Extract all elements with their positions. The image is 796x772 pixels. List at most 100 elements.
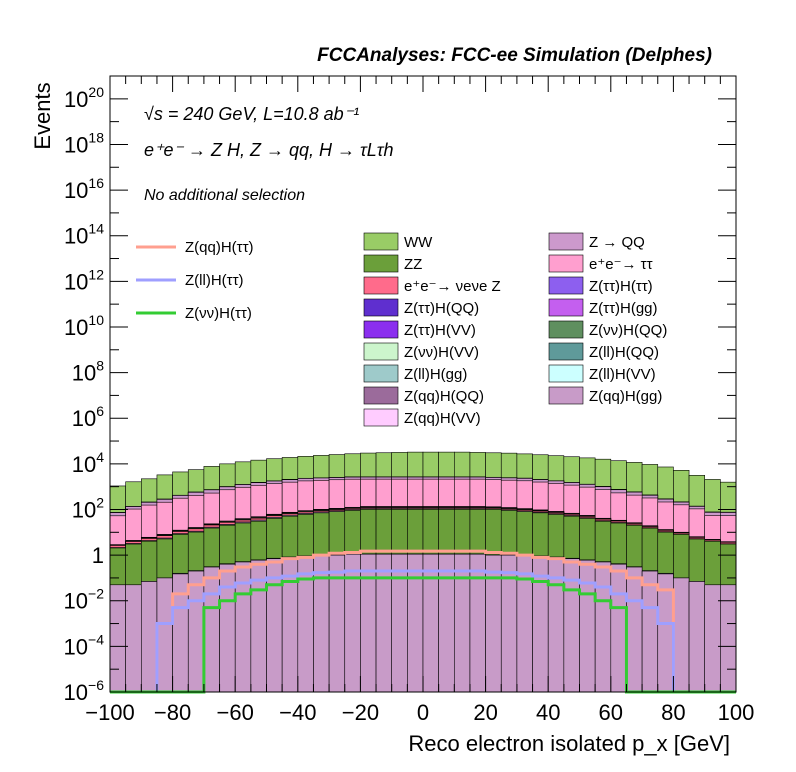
y-axis-title: Events [30, 82, 55, 149]
chart-header: FCCAnalyses: FCC-ee Simulation (Delphes) [317, 45, 712, 66]
legend-label: Z(ττ)H(ττ) [589, 278, 653, 295]
x-tick-label: 0 [417, 700, 429, 725]
bar [673, 577, 690, 693]
info-line-process: e⁺e⁻ → Z H, Z → qq, H → τLτh [144, 140, 394, 160]
bar [453, 553, 471, 693]
legend-swatch [548, 342, 584, 361]
legend-label: Z(νν)H(ττ) [185, 305, 252, 322]
legend-swatch [363, 320, 399, 339]
legend-swatch [363, 364, 399, 383]
signal-line-Z(qq)H(ττ) [110, 549, 736, 694]
legend-label: Z(ττ)H(QQ) [404, 300, 479, 317]
bar [187, 570, 205, 693]
legend-swatch [363, 386, 399, 405]
y-tick-label: 1010 [64, 312, 104, 340]
bar [297, 555, 314, 693]
legend-swatch [548, 386, 584, 405]
legend-swatch [548, 298, 584, 317]
legend-label: Z → QQ [589, 234, 645, 251]
y-tick-label: 108 [72, 358, 104, 386]
x-tick-label: 80 [661, 700, 685, 725]
y-tick-label: 1012 [64, 266, 104, 294]
legend-label: Z(ττ)H(gg) [589, 300, 658, 317]
signal-lines [110, 549, 736, 694]
legend-label: Z(νν)H(VV) [404, 344, 479, 361]
legend-label: WW [404, 234, 433, 251]
bar [610, 563, 627, 693]
legend-label: Z(qq)H(QQ) [404, 388, 484, 405]
legend-label: Z(qq)H(VV) [404, 410, 481, 427]
legend-label: Z(ll)H(QQ) [589, 344, 659, 361]
y-tick-label: 1014 [64, 221, 104, 249]
y-tick-label: 102 [72, 494, 104, 522]
bar [516, 554, 533, 693]
legend: Z(qq)H(ττ) Z(ll)H(ττ) Z(νν)H(ττ) WW ZZ e⁺e⁻→ … [136, 232, 667, 427]
x-axis-title: Reco electron isolated p_x [GeV] [408, 731, 730, 756]
x-tick-label: −80 [154, 700, 191, 725]
y-tick-label: 1016 [64, 175, 104, 203]
bar [594, 561, 612, 693]
legend-label: Z(qq)H(ττ) [185, 239, 254, 256]
signal-line-Z(ll)H(ττ) [110, 569, 736, 694]
x-tick-label: −20 [342, 700, 379, 725]
bar [156, 577, 173, 693]
legend-swatch [548, 232, 584, 251]
bar [375, 553, 392, 693]
legend-label: Z(ττ)H(VV) [404, 322, 476, 339]
y-tick-label: 1020 [64, 84, 104, 112]
bar [688, 581, 705, 693]
legend-swatch [548, 364, 584, 383]
legend-swatch [363, 232, 399, 251]
bar [407, 553, 424, 693]
bar [469, 553, 486, 693]
legend-label: Z(qq)H(gg) [589, 388, 662, 405]
bar [657, 573, 674, 693]
bar [579, 559, 596, 693]
bar [234, 561, 252, 693]
legend-label: e⁺e⁻→ ττ [589, 256, 653, 273]
info-line-energy: √s = 240 GeV, L=10.8 ab⁻¹ [144, 104, 359, 124]
signal-line-Z(νν)H(ττ) [110, 576, 736, 694]
axes: −100 −80 −60 −40 −20 0 20 40 60 80 100 10−6 10−4 10−2… [64, 76, 755, 725]
series-Z(qq)H(gg) [109, 553, 737, 693]
x-tick-label: 20 [473, 700, 497, 725]
legend-swatch [363, 254, 399, 273]
y-tick-label: 10−4 [64, 631, 105, 659]
x-tick-label: 100 [718, 700, 755, 725]
bar [219, 563, 236, 693]
bar [485, 554, 502, 693]
bar [360, 553, 377, 693]
legend-label: ZZ [404, 256, 422, 273]
bar [641, 570, 659, 693]
bar [344, 553, 361, 693]
bar [391, 553, 408, 693]
x-tick-label: −100 [85, 700, 135, 725]
legend-label: Z(ll)H(ττ) [185, 272, 244, 289]
x-tick-label: 40 [536, 700, 560, 725]
legend-swatch [363, 298, 399, 317]
legend-swatch [363, 408, 399, 427]
bar [626, 566, 643, 693]
legend-swatch [548, 276, 584, 295]
y-tick-label: 10−2 [64, 586, 105, 614]
bar [203, 566, 220, 693]
histogram-stack [109, 451, 737, 693]
bar [141, 581, 158, 693]
info-line-selection: No additional selection [144, 187, 305, 204]
x-tick-label: −40 [279, 700, 316, 725]
bar [438, 553, 455, 693]
x-tick-label: 60 [599, 700, 623, 725]
legend-label: Z(ll)H(gg) [404, 366, 467, 383]
legend-label: e⁺e⁻→ νeνe Z [404, 278, 501, 295]
y-tick-label: 104 [72, 449, 104, 477]
y-tick-label: 10−6 [64, 677, 105, 705]
legend-swatch [363, 342, 399, 361]
bar [328, 554, 346, 693]
bar [500, 554, 518, 693]
y-tick-label: 106 [72, 403, 104, 431]
legend-label: Z(ll)H(VV) [589, 366, 656, 383]
info-block: √s = 240 GeV, L=10.8 ab⁻¹ e⁺e⁻ → Z H, Z … [144, 104, 394, 204]
x-tick-label: −60 [217, 700, 254, 725]
legend-label: Z(νν)H(QQ) [589, 322, 667, 339]
